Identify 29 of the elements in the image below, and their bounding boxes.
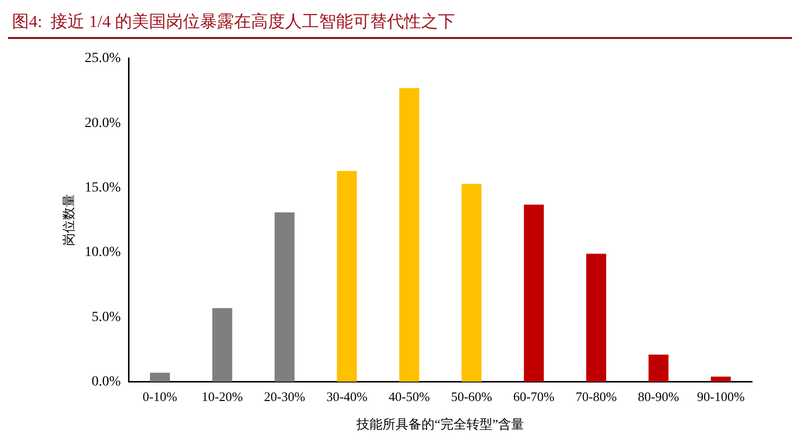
bar (586, 254, 606, 382)
x-tick-label: 30-40% (326, 389, 368, 404)
y-axis-title: 岗位数量 (61, 194, 76, 246)
bar (212, 308, 232, 382)
y-tick-label: 20.0% (84, 116, 122, 131)
bar (274, 212, 295, 382)
bar (462, 184, 482, 382)
bar (524, 204, 544, 382)
y-tick-label: 5.0% (92, 310, 122, 325)
x-tick-label: 80-90% (638, 389, 680, 404)
x-tick-label: 90-100% (697, 389, 745, 404)
bar (399, 88, 420, 382)
y-tick-label: 10.0% (84, 245, 122, 260)
x-tick-label: 40-50% (388, 389, 430, 404)
x-tick-label: 60-70% (513, 389, 555, 404)
bar (710, 376, 731, 382)
x-tick-label: 50-60% (450, 389, 492, 404)
y-tick-label: 15.0% (84, 180, 122, 196)
chart-title: 图4: 接近 1/4 的美国岗位暴露在高度人工智能可替代性之下 (11, 11, 456, 33)
y-tick-label: 25.0% (84, 51, 122, 66)
x-tick-label: 70-80% (576, 389, 617, 404)
x-tick-label: 0-10% (142, 389, 178, 404)
x-tick-label: 20-30% (264, 389, 306, 404)
x-axis-title: 技能所具备的“完全转型”含量 (356, 416, 524, 432)
bar (336, 170, 357, 382)
bar (150, 372, 170, 382)
x-tick-label: 10-20% (202, 389, 243, 404)
y-tick-label: 0.0% (92, 374, 122, 390)
bar (648, 354, 668, 382)
